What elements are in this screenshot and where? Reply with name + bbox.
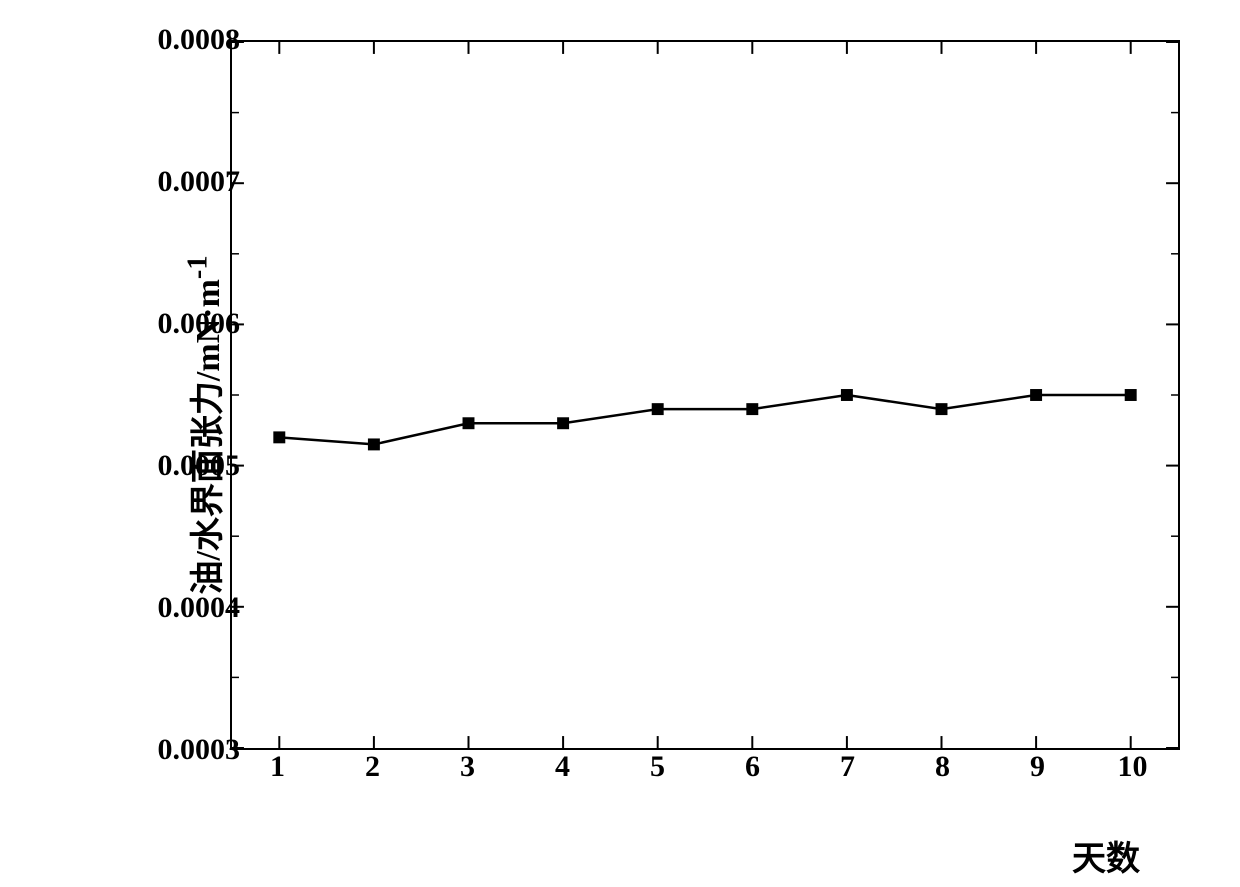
line-plot-svg: [232, 42, 1178, 748]
x-tick-label: 9: [1030, 750, 1045, 784]
chart-container: 油/水界面张力/mN·m-1 天数 0.00030.00040.00050.00…: [100, 30, 1200, 820]
y-tick-label: 0.0008: [80, 23, 240, 57]
x-tick-label: 7: [840, 750, 855, 784]
x-tick-label: 3: [460, 750, 475, 784]
y-axis-label-sup: -1: [183, 255, 214, 279]
x-tick-label: 5: [650, 750, 665, 784]
y-tick-label: 0.0004: [80, 591, 240, 625]
x-tick-label: 10: [1118, 750, 1148, 784]
y-tick-label: 0.0003: [80, 733, 240, 767]
x-tick-label: 2: [365, 750, 380, 784]
x-tick-label: 6: [745, 750, 760, 784]
x-axis-label: 天数: [1072, 831, 1140, 880]
y-tick-label: 0.0005: [80, 449, 240, 483]
x-tick-label: 8: [935, 750, 950, 784]
y-tick-label: 0.0007: [80, 165, 240, 199]
y-tick-label: 0.0006: [80, 307, 240, 341]
x-tick-label: 1: [270, 750, 285, 784]
x-tick-label: 4: [555, 750, 570, 784]
plot-area: [230, 40, 1180, 750]
